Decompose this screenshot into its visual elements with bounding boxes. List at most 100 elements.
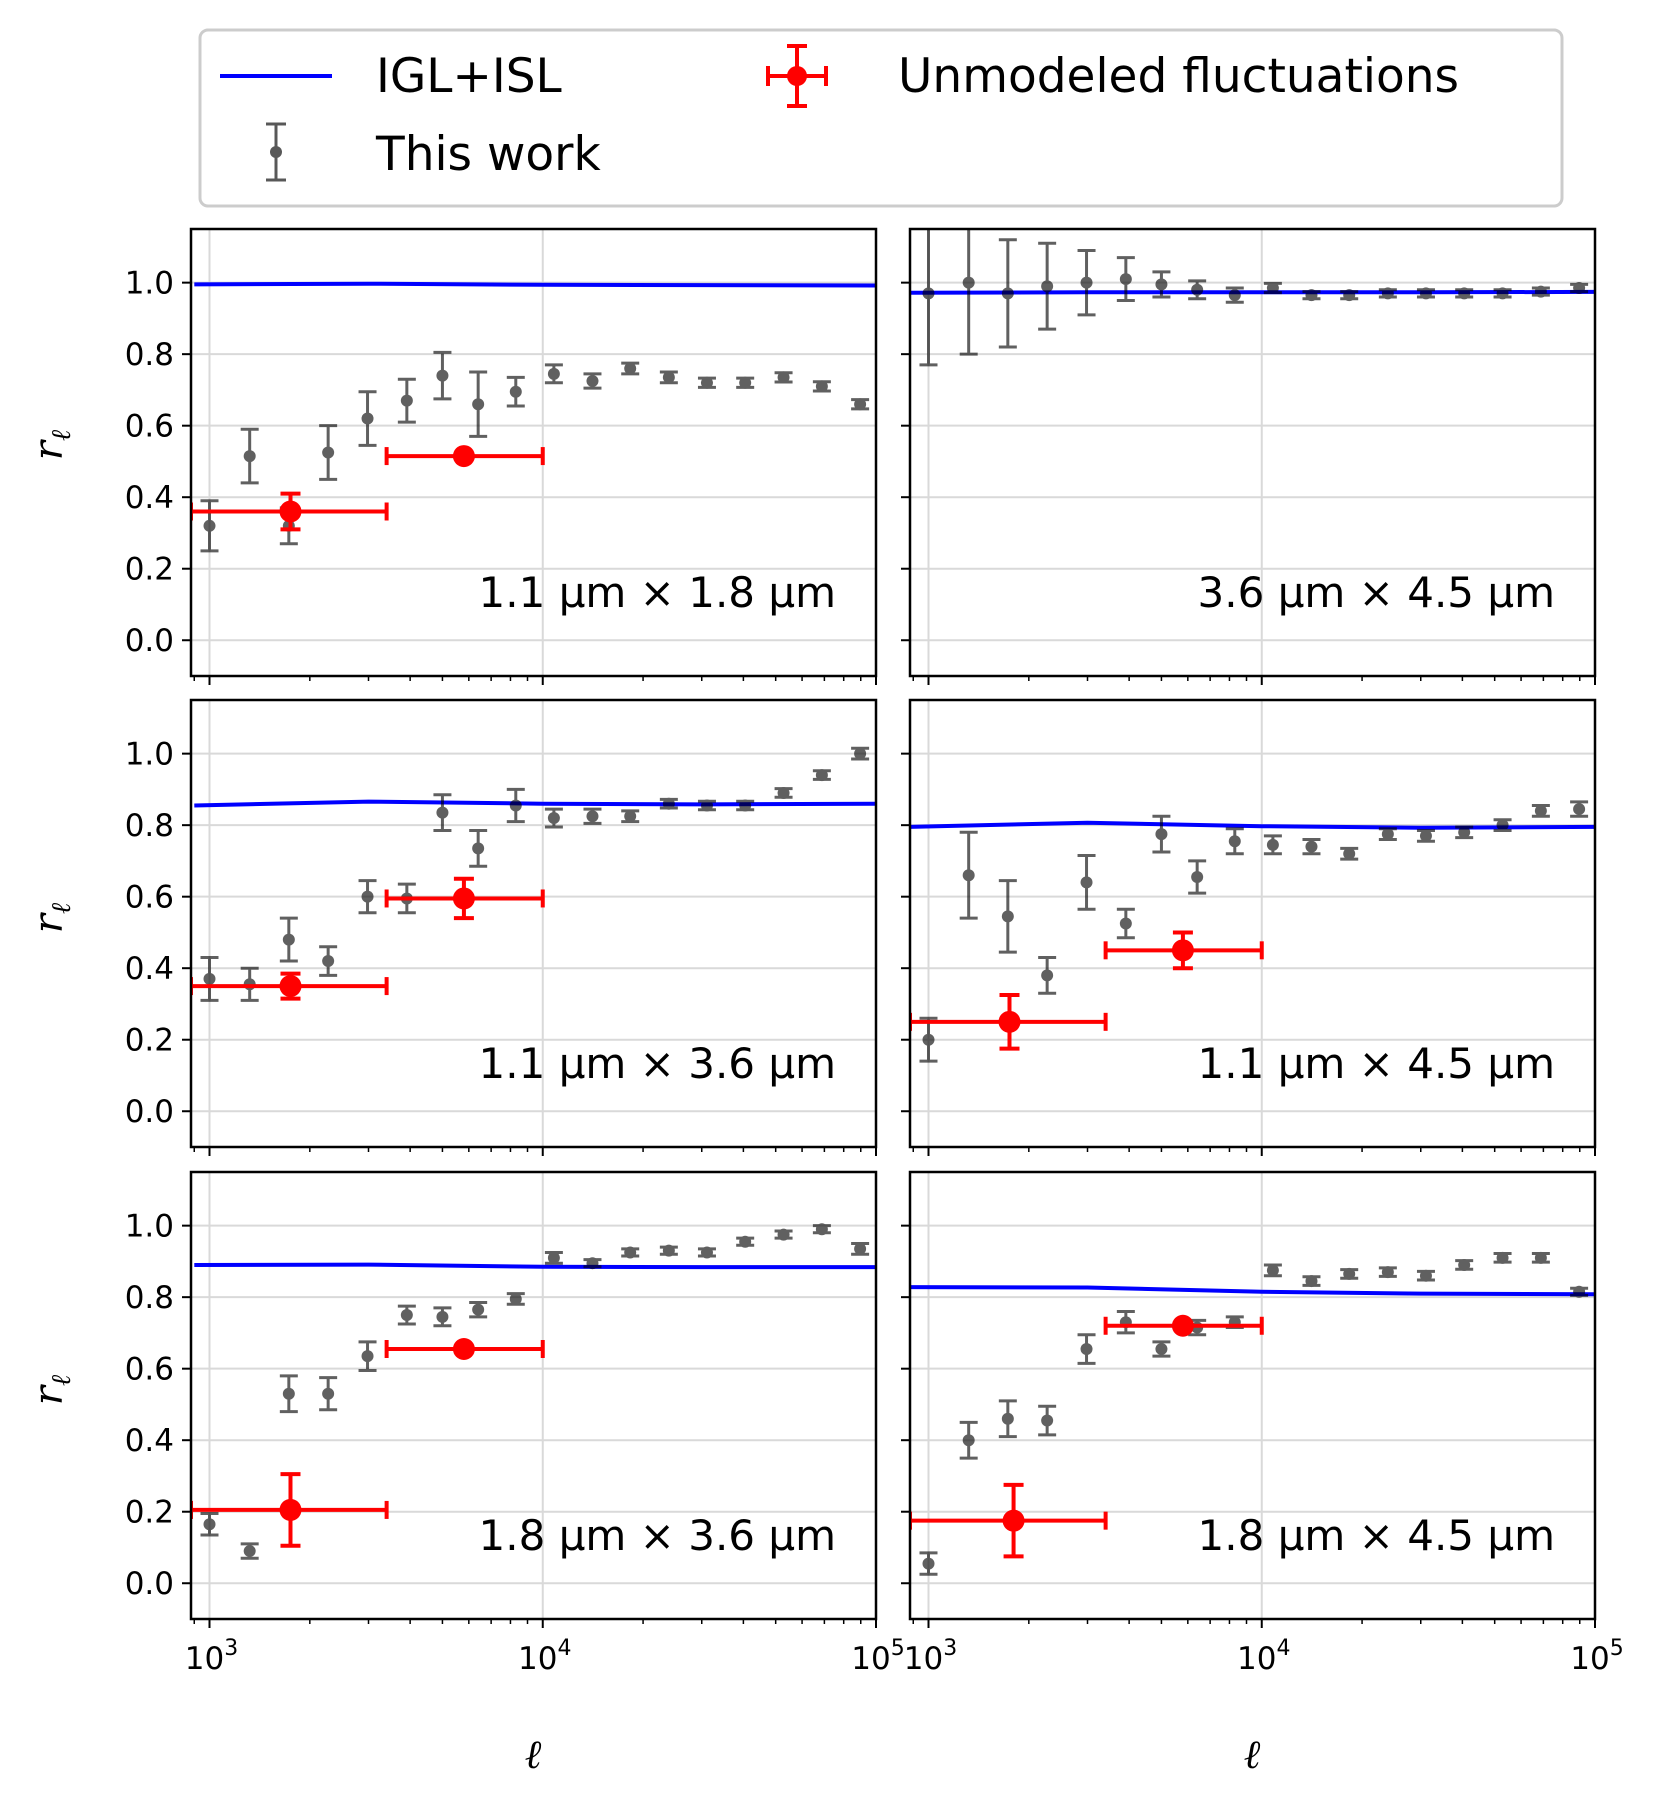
y-tick-label-3: 0.6	[125, 880, 174, 916]
thiswork-point-3	[1038, 1404, 1057, 1437]
thiswork-point-14	[736, 376, 755, 389]
thiswork-point-16	[1531, 803, 1550, 818]
thiswork-point-16	[812, 769, 831, 782]
panel-frame	[908, 227, 1597, 678]
x-axis-label-left: ℓ	[525, 1732, 542, 1778]
thiswork-point-10	[1302, 837, 1321, 856]
plot-area	[191, 281, 876, 553]
thiswork-point-12	[1378, 827, 1397, 841]
thiswork-point-17	[851, 746, 870, 761]
plot-area	[910, 229, 1595, 367]
thiswork-point-3	[1038, 955, 1057, 995]
thiswork-point-13	[1416, 829, 1435, 843]
thiswork-point-4	[1077, 1333, 1096, 1365]
legend-frame	[198, 28, 1564, 208]
thiswork-point-3	[319, 945, 338, 977]
thiswork-point-9	[1263, 1263, 1282, 1278]
thiswork-point-14	[736, 1235, 755, 1248]
panel-frame	[189, 227, 878, 678]
model-line	[910, 1285, 1595, 1297]
thiswork-point-9	[1263, 281, 1282, 295]
thiswork-point-12	[659, 1244, 678, 1257]
legend: IGL+ISL Unmodeled fluctuations This work	[198, 28, 1564, 208]
thiswork-point-9	[544, 363, 563, 385]
y-axis-labels: rℓ rℓ rℓ	[26, 429, 77, 1405]
thiswork-point-13	[697, 799, 716, 812]
plot-area	[191, 1223, 876, 1560]
thiswork-point-9	[544, 1250, 563, 1265]
panel-3: 0.0 0.2 0.4 0.6 0.8 1.0 1.1 μm × 3.6 μm	[125, 698, 878, 1156]
panel-label: 1.1 μm × 3.6 μm	[479, 1039, 836, 1088]
x-tick-label-1: 104	[518, 1636, 571, 1677]
thiswork-point-17	[851, 398, 870, 411]
thiswork-point-11	[1340, 846, 1359, 861]
thiswork-point-17	[1570, 800, 1589, 818]
thiswork-point-15	[774, 1228, 793, 1241]
x-tick-label-0: 103	[185, 1636, 238, 1677]
x-tick-label-1: 104	[1237, 1636, 1290, 1677]
thiswork-point-0	[919, 229, 938, 367]
plot-area	[910, 1251, 1595, 1576]
y-tick-label-4: 0.8	[125, 337, 174, 373]
y-tick-label-5: 1.0	[125, 737, 174, 773]
panels: 0.0 0.2 0.4 0.6 0.8 1.0 1.1 μm × 1.8 μm 3.6 μm …	[125, 227, 1624, 1677]
y-tick-label-2: 0.4	[125, 951, 174, 987]
thiswork-point-1	[959, 830, 978, 920]
panel-frame	[189, 698, 878, 1149]
plot-area	[910, 800, 1595, 1063]
thiswork-point-11	[621, 361, 640, 376]
model-line	[194, 281, 876, 288]
unmodeled-point-1	[1103, 1314, 1264, 1337]
thiswork-point-15	[1493, 1251, 1512, 1264]
unmodeled-point-1	[1103, 930, 1264, 971]
thiswork-point-12	[659, 797, 678, 810]
thiswork-point-16	[1531, 285, 1550, 298]
thiswork-point-1	[240, 1542, 259, 1560]
y-tick-label-3: 0.6	[125, 409, 174, 445]
unmodeled-point-1	[384, 876, 545, 921]
model-line	[194, 799, 876, 808]
panel-6: 103 104 105 1.8 μm × 4.5 μm	[901, 1170, 1624, 1677]
thiswork-point-6	[1152, 814, 1171, 854]
thiswork-point-9	[1263, 834, 1282, 856]
thiswork-point-14	[1455, 825, 1474, 840]
panel-2: 3.6 μm × 4.5 μm	[901, 227, 1597, 685]
thiswork-point-8	[506, 787, 525, 824]
y-tick-label-0: 0.0	[125, 1094, 174, 1130]
thiswork-point-8	[506, 375, 525, 408]
x-axis-label-right: ℓ	[1244, 1732, 1261, 1778]
panel-background	[191, 700, 876, 1147]
thiswork-point-15	[1493, 818, 1512, 833]
y-tick-label-1: 0.2	[125, 552, 174, 588]
y-tick-label-1: 0.2	[125, 1023, 174, 1059]
model-line	[910, 820, 1595, 830]
thiswork-point-0	[919, 1551, 938, 1576]
y-tick-label-2: 0.4	[125, 480, 174, 516]
y-axis-label-row1: rℓ	[26, 429, 77, 460]
thiswork-point-16	[812, 380, 831, 393]
thiswork-point-7	[469, 1301, 488, 1319]
panel-1: 0.0 0.2 0.4 0.6 0.8 1.0 1.1 μm × 1.8 μm	[125, 227, 878, 685]
thiswork-point-7	[1188, 859, 1207, 895]
thiswork-point-7	[469, 370, 488, 438]
panel-frame	[189, 1170, 878, 1621]
thiswork-point-12	[659, 370, 678, 385]
thiswork-point-5	[1116, 256, 1135, 303]
panel-5: 0.0 0.2 0.4 0.6 0.8 1.0 103 104 105 1.8 μm × 3.6 …	[125, 1170, 905, 1677]
thiswork-point-8	[1225, 827, 1244, 856]
unmodeled-point-0	[910, 1482, 1108, 1559]
thiswork-point-0	[200, 1512, 219, 1537]
x-tick-label-0: 103	[904, 1636, 957, 1677]
thiswork-point-8	[1225, 286, 1244, 304]
thiswork-point-1	[959, 1420, 978, 1460]
panel-label: 1.1 μm × 4.5 μm	[1198, 1039, 1555, 1088]
panel-frame	[908, 1170, 1597, 1621]
thiswork-point-12	[1378, 287, 1397, 300]
legend-model-label: IGL+ISL	[376, 49, 562, 104]
unmodeled-point-0	[191, 1472, 389, 1548]
y-tick-label-5: 1.0	[125, 1209, 174, 1245]
thiswork-point-4	[358, 879, 377, 915]
thiswork-point-12	[1378, 1266, 1397, 1279]
thiswork-point-10	[583, 372, 602, 390]
model-line	[194, 1262, 876, 1270]
